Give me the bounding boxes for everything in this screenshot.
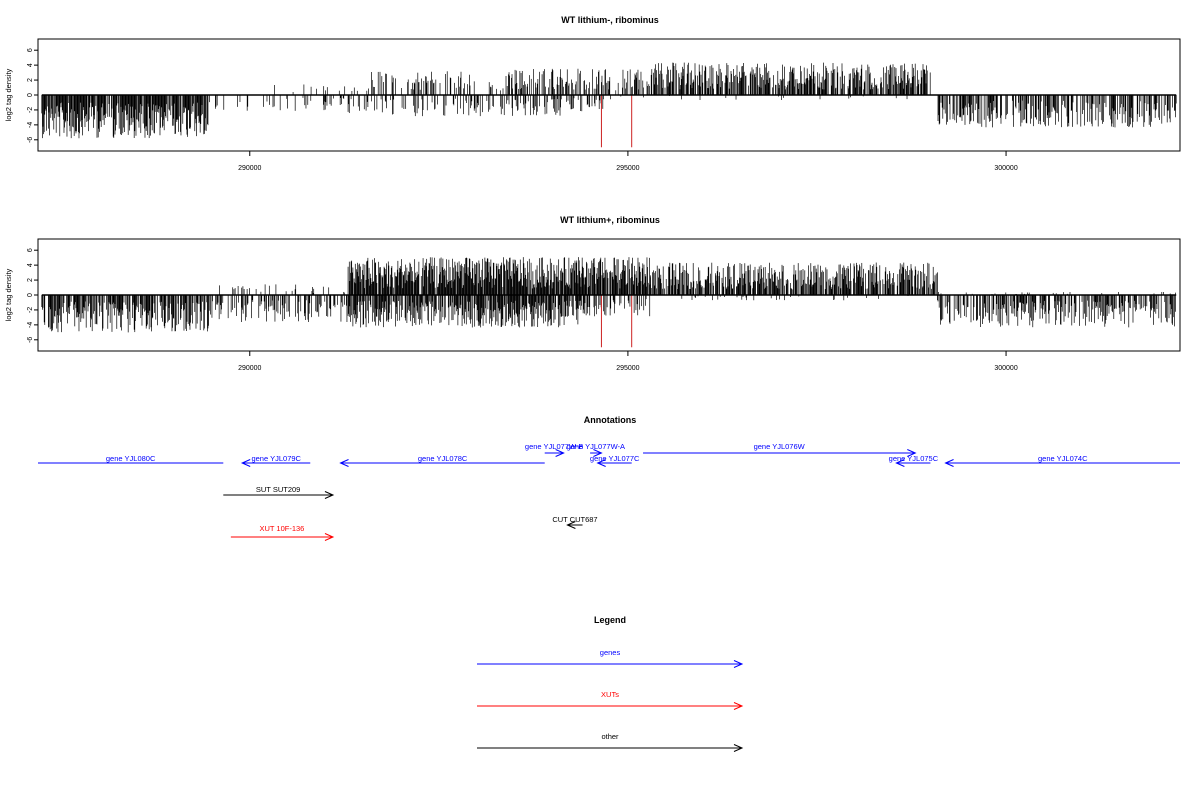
x-tick-label: 300000 <box>994 165 1017 172</box>
arrow-head <box>944 459 954 467</box>
y-tick-label: -2 <box>27 107 34 113</box>
density-bars <box>41 62 1177 139</box>
y-tick-label: -6 <box>27 137 34 143</box>
y-axis-label: log2 tag density <box>4 68 13 121</box>
arrow-head <box>733 702 744 710</box>
feature-label: gene YJL078C <box>418 454 468 463</box>
annotation-feature: gene YJL079C <box>240 454 311 467</box>
track-panel-lithium-minus: WT lithium-, ribominus log2 tag density … <box>4 15 1181 172</box>
x-tick-label: 295000 <box>616 365 639 372</box>
arrow-head <box>240 459 251 467</box>
legend-items: genes XUTs other <box>477 648 744 752</box>
feature-label: SUT SUT209 <box>256 485 300 494</box>
feature-label: gene YJL077C <box>590 454 640 463</box>
y-tick-label: 2 <box>27 78 34 82</box>
arrow-head <box>895 459 905 467</box>
y-tick-label: 4 <box>27 263 34 267</box>
arrow-head <box>733 744 744 752</box>
feature-label: gene YJL079C <box>251 454 301 463</box>
annotation-features: gene YJL080C gene YJL079C gene YJL078C gene… <box>38 442 1180 541</box>
annotation-feature: gene YJL080C <box>38 454 224 464</box>
y-tick-label: 0 <box>27 293 34 297</box>
y-tick-label: 6 <box>27 48 34 52</box>
x-tick-label: 290000 <box>238 165 261 172</box>
y-tick-label: 4 <box>27 63 34 67</box>
legend-item: other <box>477 732 744 752</box>
x-axis: 290000 295000 300000 <box>238 351 1018 372</box>
annotation-feature: SUT SUT209 <box>223 485 335 499</box>
arrow-head <box>907 449 917 457</box>
feature-label: gene YJL074C <box>1038 454 1088 463</box>
annotation-feature: gene YJL077C <box>590 454 640 467</box>
legend-label: XUTs <box>601 690 619 699</box>
y-tick-label: -2 <box>27 307 34 313</box>
density-bars <box>41 257 1176 333</box>
y-tick-label: 6 <box>27 248 34 252</box>
annotation-feature: gene YJL074C <box>944 454 1180 467</box>
x-tick-label: 295000 <box>616 165 639 172</box>
feature-label: CUT CUT687 <box>552 515 597 524</box>
annotation-feature: XUT 10F-136 <box>230 524 335 541</box>
y-axis: -6 -4 -2 0 2 4 6 <box>27 248 39 343</box>
legend-label: other <box>601 732 619 741</box>
arrow-head <box>339 459 349 467</box>
legend-item: genes <box>477 648 744 668</box>
panel-title: WT lithium-, ribominus <box>561 15 659 25</box>
annotation-feature: gene YJL075C <box>889 454 939 467</box>
feature-label: gene YJL080C <box>106 454 156 463</box>
y-axis-label: log2 tag density <box>4 268 13 321</box>
annotations-title: Annotations <box>584 415 637 425</box>
y-tick-label: -6 <box>27 337 34 343</box>
track-panel-lithium-plus: WT lithium+, ribominus log2 tag density … <box>4 215 1181 372</box>
annotation-feature: gene YJL078C <box>339 454 545 467</box>
arrow-head <box>324 491 335 499</box>
arrow-head <box>324 533 335 541</box>
x-axis: 290000 295000 300000 <box>238 151 1018 172</box>
legend-label: genes <box>600 648 621 657</box>
legend-title: Legend <box>594 615 626 625</box>
legend: Legend genes XUTs other <box>477 615 744 752</box>
y-tick-label: -4 <box>27 122 34 128</box>
y-tick-label: 0 <box>27 93 34 97</box>
annotation-feature: gene YJL077W-B <box>525 442 584 457</box>
feature-label: gene YJL075C <box>889 454 939 463</box>
annotation-feature: gene YJL077W-A <box>567 442 626 457</box>
x-tick-label: 290000 <box>238 365 261 372</box>
y-tick-label: 2 <box>27 278 34 282</box>
legend-item: XUTs <box>477 690 744 710</box>
arrow-head <box>733 660 744 668</box>
feature-label: gene YJL077W-B <box>525 442 584 451</box>
feature-label: gene YJL077W-A <box>567 442 626 451</box>
annotations-panel: Annotations gene YJL080C gene YJL079C gene… <box>38 415 1180 541</box>
x-tick-label: 300000 <box>994 365 1017 372</box>
marker-lines <box>600 295 633 348</box>
arrow-head <box>555 449 565 457</box>
y-tick-label: -4 <box>27 322 34 328</box>
annotation-feature: gene YJL076W <box>643 442 917 457</box>
arrow-head <box>596 459 606 467</box>
annotation-feature: CUT CUT687 <box>552 515 598 529</box>
arrow-head <box>566 521 576 529</box>
marker-lines <box>600 95 633 148</box>
panel-title: WT lithium+, ribominus <box>560 215 660 225</box>
feature-label: gene YJL076W <box>754 442 806 451</box>
y-axis: -6 -4 -2 0 2 4 6 <box>27 48 39 143</box>
arrow-head <box>593 449 603 457</box>
feature-label: XUT 10F-136 <box>259 524 304 533</box>
